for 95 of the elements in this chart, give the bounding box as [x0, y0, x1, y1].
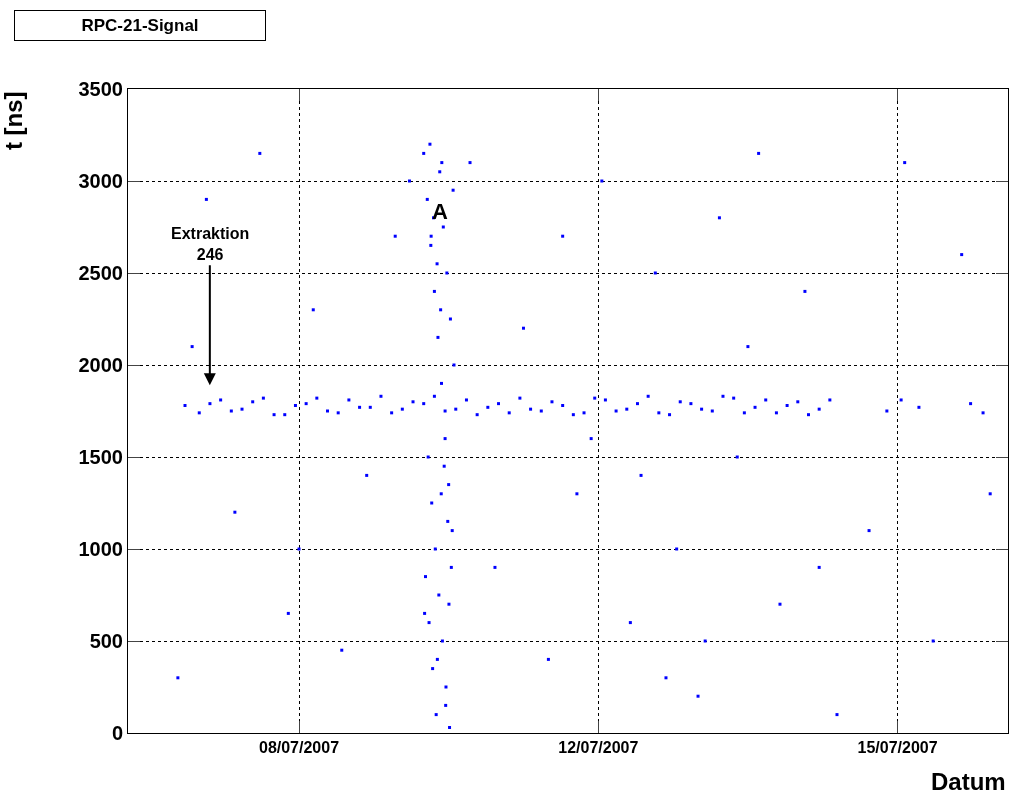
point [422, 151, 426, 155]
x-tick-label: 12/07/2007 [558, 739, 639, 757]
point [835, 713, 839, 717]
point [441, 225, 445, 229]
y-tick-label: 1000 [78, 538, 123, 560]
point [867, 529, 871, 533]
point [365, 473, 369, 477]
point [446, 519, 450, 523]
point [746, 345, 750, 349]
point [426, 455, 430, 459]
point [445, 271, 449, 275]
y-tick-label: 500 [89, 630, 123, 652]
point [440, 381, 444, 385]
y-tick-label: 3500 [78, 78, 123, 100]
point [639, 473, 643, 477]
point [437, 593, 441, 597]
point [447, 602, 451, 606]
x-tick-label: 15/07/2007 [857, 739, 938, 757]
y-tick-label: 0 [111, 722, 123, 744]
x-axis-title: Datum [931, 768, 1006, 795]
point [393, 234, 397, 238]
point [439, 492, 443, 496]
point [448, 317, 452, 321]
annotation: A [432, 199, 448, 224]
point [442, 464, 446, 468]
point [176, 676, 180, 680]
point [452, 363, 456, 367]
point [407, 179, 411, 183]
point [960, 253, 964, 257]
point [817, 565, 821, 569]
y-tick-label: 2000 [78, 354, 123, 376]
point [444, 685, 448, 689]
point [653, 271, 657, 275]
point [340, 648, 344, 652]
point [600, 179, 604, 183]
point [438, 170, 442, 174]
y-tick-label: 1500 [78, 446, 123, 468]
point [435, 657, 439, 661]
point [425, 197, 429, 201]
point [447, 483, 451, 487]
point [521, 326, 525, 330]
point [988, 492, 992, 496]
y-tick-label: 2500 [78, 262, 123, 284]
chart-title: RPC-21-Signal [81, 16, 199, 35]
point [589, 437, 593, 441]
point [431, 667, 435, 671]
point [561, 234, 565, 238]
point [735, 455, 739, 459]
point [434, 713, 438, 717]
point [423, 575, 427, 579]
point [703, 639, 707, 643]
point [931, 639, 935, 643]
point [448, 725, 452, 729]
point [696, 694, 700, 698]
point [778, 602, 782, 606]
point [546, 657, 550, 661]
point [427, 621, 431, 625]
point [204, 197, 208, 201]
point [443, 437, 447, 441]
point [628, 621, 632, 625]
point [444, 703, 448, 707]
point [433, 547, 437, 551]
point [451, 188, 455, 192]
point [664, 676, 668, 680]
point [428, 142, 432, 146]
point [449, 565, 453, 569]
point [717, 216, 721, 220]
point [440, 161, 444, 165]
point [468, 161, 472, 165]
point [903, 161, 907, 165]
point [429, 243, 433, 247]
point [493, 565, 497, 569]
point [439, 308, 443, 312]
point [675, 547, 679, 551]
x-tick-label: 08/07/2007 [258, 739, 340, 757]
point [297, 547, 301, 551]
point [436, 335, 440, 339]
point [233, 510, 237, 514]
annotation: Extraktion 246 [171, 225, 250, 263]
point [286, 611, 290, 615]
point [190, 345, 194, 349]
point [440, 639, 444, 643]
point [450, 529, 454, 533]
point [430, 501, 434, 505]
point [803, 289, 807, 293]
point [432, 289, 436, 293]
y-axis-title: t [ns] [0, 91, 28, 151]
point [757, 151, 761, 155]
y-tick-label: 3000 [78, 170, 123, 192]
point [575, 492, 579, 496]
point [429, 234, 433, 238]
point [311, 308, 315, 312]
point [258, 151, 262, 155]
point [435, 262, 439, 266]
point [423, 611, 427, 615]
